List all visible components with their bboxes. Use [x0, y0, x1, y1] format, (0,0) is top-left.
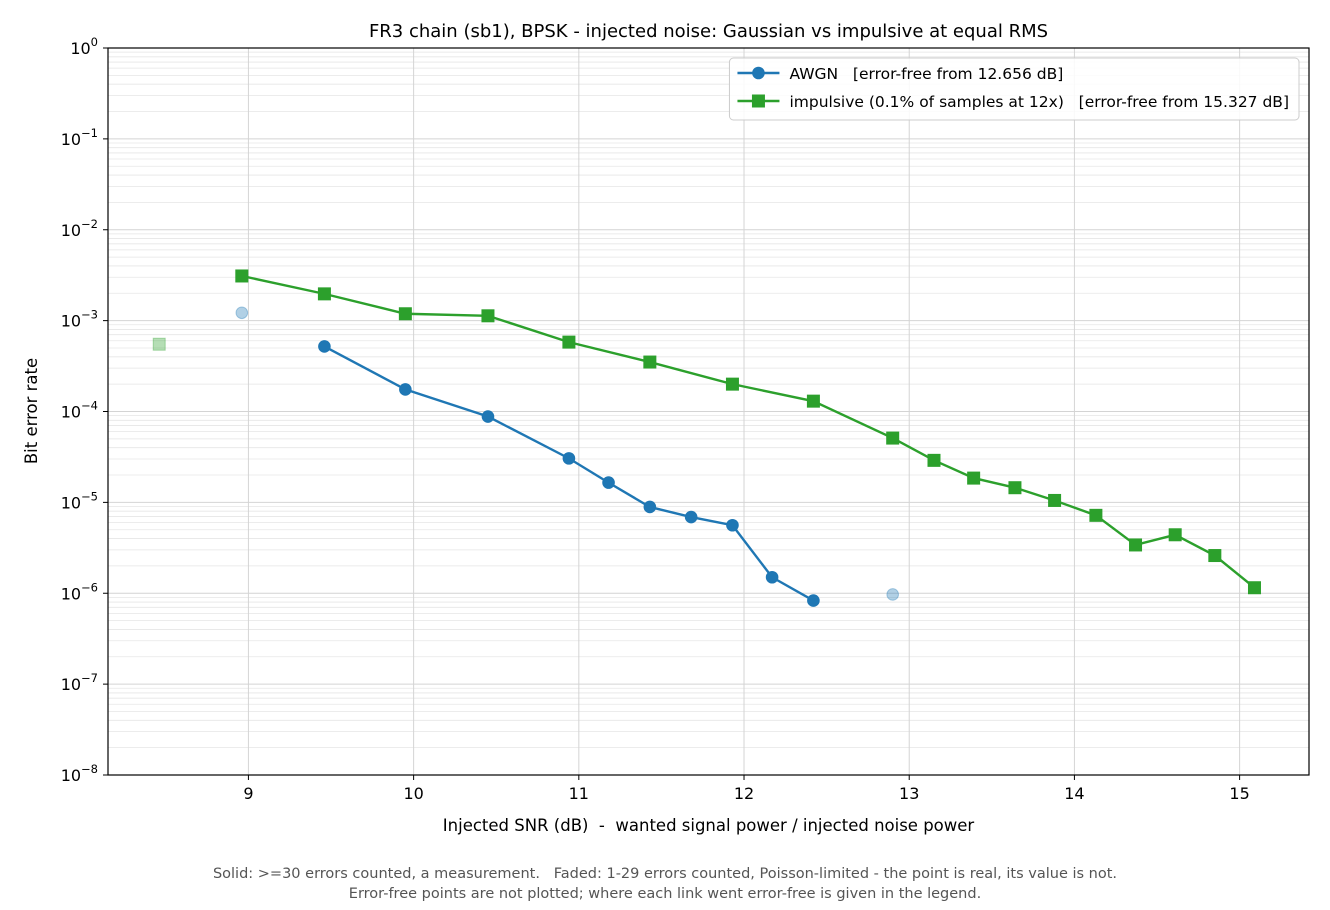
impulsive-data-point — [1008, 481, 1022, 495]
plot-series — [152, 269, 1261, 607]
impulsive-data-point — [481, 309, 495, 323]
awgn-data-point — [318, 340, 331, 353]
legend-marker-impulsive — [751, 94, 765, 108]
footnote-error-free: Error-free points are not plotted; where… — [348, 886, 982, 902]
impulsive-data-point — [725, 377, 739, 391]
x-tick-label: 9 — [243, 784, 253, 803]
awgn-data-point — [726, 518, 739, 532]
y-tick-label: 10−5 — [61, 489, 98, 512]
impulsive-data-point — [1129, 538, 1143, 552]
awgn-data-point — [765, 570, 779, 584]
impulsive-data-point — [1048, 493, 1062, 507]
impulsive-data-point — [398, 307, 412, 321]
legend-label-impulsive: impulsive (0.1% of samples at 12x) [erro… — [789, 93, 1289, 111]
y-tick-label: 10−3 — [61, 308, 98, 331]
impulsive-data-point — [235, 269, 249, 283]
y-tick-label: 10−1 — [61, 126, 98, 149]
x-tick-label: 11 — [569, 784, 589, 803]
impulsive-data-point — [1168, 528, 1182, 542]
y-tick-label: 10−8 — [61, 762, 98, 785]
impulsive-data-point — [927, 453, 941, 467]
awgn-faded-point — [886, 588, 899, 601]
y-tick-label: 100 — [70, 35, 98, 58]
y-tick-label: 10−7 — [61, 671, 98, 694]
awgn-data-point — [684, 510, 698, 524]
legend-label-awgn: AWGN [error-free from 12.656 dB] — [789, 65, 1063, 83]
awgn-data-point — [481, 410, 495, 423]
impulsive-data-point — [1247, 581, 1261, 595]
impulsive-data-point — [886, 431, 900, 445]
impulsive-data-point — [1208, 549, 1222, 563]
x-tick-label: 12 — [734, 784, 754, 803]
y-tick-label: 10−2 — [61, 217, 98, 240]
awgn-data-point — [643, 500, 657, 514]
impulsive-series-line — [241, 274, 1256, 589]
axis-ticks: 100 10−1 10−2 10−3 10−4 10−5 10−6 10−7 10−8 9 10 11… — [61, 35, 1250, 803]
legend-box — [728, 57, 1300, 121]
impulsive-data-point — [806, 394, 820, 408]
impulsive-faded-point — [152, 337, 166, 351]
x-tick-label: 13 — [899, 784, 919, 803]
legend-marker-awgn — [752, 66, 765, 80]
y-tick-label: 10−6 — [61, 580, 98, 603]
chart-title: FR3 chain (sb1), BPSK - injected noise: … — [369, 21, 1048, 42]
grid — [108, 47, 1309, 776]
awgn-data-point — [562, 452, 576, 465]
awgn-data-point — [602, 476, 615, 489]
y-tick-label: 10−4 — [61, 399, 98, 422]
impulsive-data-point — [1089, 508, 1103, 522]
awgn-series-line — [323, 345, 814, 602]
impulsive-data-point — [643, 355, 657, 369]
impulsive-data-point — [317, 287, 331, 301]
footnote-solid-faded: Solid: >=30 errors counted, a measuremen… — [212, 866, 1118, 882]
y-axis-label: Bit error rate — [22, 358, 41, 464]
x-tick-label: 10 — [403, 784, 423, 803]
awgn-data-point — [399, 383, 412, 396]
awgn-data-point — [807, 594, 820, 607]
x-axis-label: Injected SNR (dB) - wanted signal power … — [443, 816, 975, 835]
x-tick-label: 14 — [1064, 784, 1084, 803]
awgn-faded-point — [235, 306, 249, 320]
impulsive-data-point — [562, 335, 576, 349]
legend: AWGN [error-free from 12.656 dB] impulsiv… — [728, 57, 1300, 121]
x-tick-label: 15 — [1229, 784, 1249, 803]
impulsive-data-point — [967, 471, 981, 485]
